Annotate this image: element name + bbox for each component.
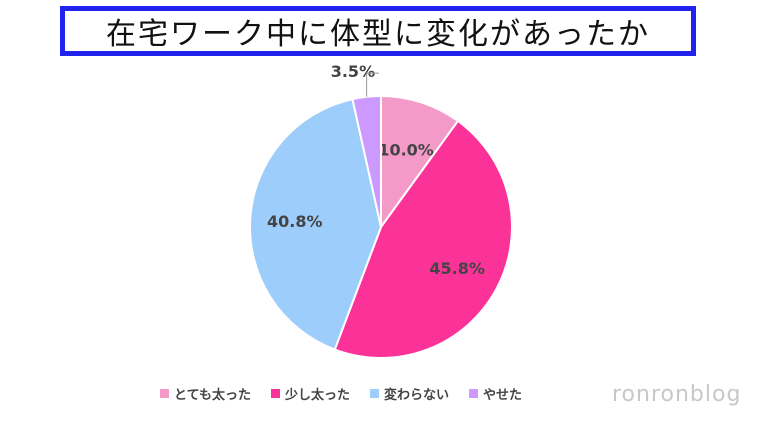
legend-swatch-lost-weight bbox=[469, 389, 478, 398]
legend-label-no-change: 変わらない bbox=[383, 388, 449, 403]
legend-label-very-gained: とても太った bbox=[174, 388, 251, 403]
slice-label-lost-weight: 3.5% bbox=[331, 62, 375, 81]
leader-line-lost-weight bbox=[366, 72, 379, 97]
title-box: 在宅ワーク中に体型に変化があったか bbox=[60, 6, 696, 56]
pie-slice-slightly-gained bbox=[333, 119, 513, 359]
slice-label-slightly-gained: 45.8% bbox=[429, 259, 485, 278]
legend-item-very-gained: とても太った bbox=[160, 384, 251, 403]
watermark: ronronblog bbox=[612, 382, 742, 407]
legend-swatch-slightly-gained bbox=[270, 389, 280, 398]
pie-slice-no-change bbox=[249, 97, 383, 351]
slice-label-very-gained: 10.0% bbox=[378, 141, 434, 160]
legend: とても太った 少し太った 変わらない やせた bbox=[160, 384, 522, 403]
legend-item-lost-weight: やせた bbox=[469, 384, 522, 403]
legend-item-no-change: 変わらない bbox=[369, 384, 449, 403]
legend-label-slightly-gained: 少し太った bbox=[284, 388, 350, 403]
legend-swatch-very-gained bbox=[160, 389, 169, 398]
legend-swatch-no-change bbox=[369, 389, 379, 398]
legend-label-lost-weight: やせた bbox=[483, 388, 523, 403]
chart-title: 在宅ワーク中に体型に変化があったか bbox=[106, 17, 650, 52]
legend-item-slightly-gained: 少し太った bbox=[270, 384, 350, 403]
slice-label-no-change: 40.8% bbox=[267, 212, 323, 231]
pie-slice-very-gained bbox=[380, 94, 460, 231]
